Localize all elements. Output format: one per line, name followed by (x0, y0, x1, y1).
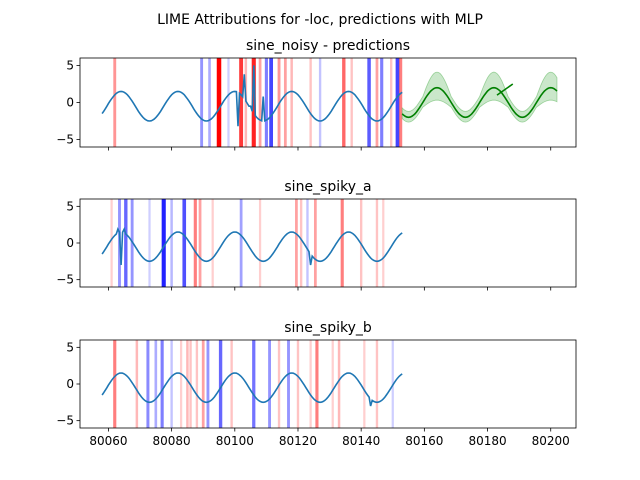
y-tick-label: 5 (66, 58, 74, 72)
attribution-bar (160, 340, 164, 428)
attribution-bar (315, 340, 319, 428)
attribution-bar (395, 58, 400, 147)
attribution-bar (208, 58, 211, 147)
y-tick-label: 0 (66, 377, 74, 391)
plot-area (101, 58, 558, 147)
x-tick-label: 80160 (405, 434, 443, 448)
attribution-bar (182, 199, 187, 287)
x-tick-label: 80200 (532, 434, 570, 448)
plot-area (101, 340, 403, 428)
prediction-line-extra (496, 83, 514, 96)
x-tick-label: 80100 (216, 434, 254, 448)
attribution-bar (201, 340, 205, 428)
panel-title: sine_spiky_a (284, 179, 371, 195)
panel-2: −5 0 5 sine_spiky_a (56, 179, 577, 291)
attribution-bar (331, 340, 334, 428)
attribution-bar (113, 58, 117, 147)
attribution-bar (342, 58, 346, 147)
attribution-bar (380, 58, 384, 147)
attribution-bar (146, 340, 150, 428)
attribution-bar (258, 199, 262, 287)
panel-1: −5 0 5 sine_noisy - predictions (56, 38, 577, 151)
series-line (101, 65, 403, 127)
panel-title: sine_spiky_b (284, 320, 372, 336)
attribution-bar (230, 340, 233, 428)
attribution-bar (239, 199, 243, 287)
attribution-bar (124, 199, 128, 287)
attribution-bar (318, 58, 322, 147)
attribution-bar (399, 58, 403, 147)
attribution-bar (375, 199, 379, 287)
attribution-bar (154, 340, 158, 428)
attribution-bar (161, 199, 166, 287)
x-tick-label: 80140 (342, 434, 380, 448)
y-tick-label: 5 (66, 340, 74, 354)
attribution-bar (313, 199, 317, 287)
y-tick-label: −5 (56, 133, 74, 147)
attribution-bar (258, 58, 262, 147)
attribution-bar (198, 199, 202, 287)
attribution-bar (252, 340, 256, 428)
attribution-bar (135, 340, 139, 428)
attribution-bar (211, 199, 214, 287)
attribution-bar (375, 58, 379, 147)
attribution-bar (200, 58, 204, 147)
axes-frame (79, 339, 577, 429)
attribution-bar (148, 199, 151, 287)
attribution-bar (110, 199, 113, 287)
attribution-bar (287, 340, 290, 428)
prediction-line (401, 86, 558, 119)
attribution-bar (309, 58, 312, 147)
panel-3: −5 0 5 80060 80080 80100 80120 80140 80160 80180 8… (56, 320, 577, 448)
attribution-bar (299, 199, 303, 287)
attribution-bar (337, 340, 341, 428)
y-tick-label: −5 (56, 414, 74, 428)
x-tick-label: 80080 (153, 434, 191, 448)
y-tick-label: 5 (66, 199, 74, 213)
x-tick-label: 80180 (468, 434, 506, 448)
attribution-bar (227, 58, 230, 147)
attribution-bar (179, 340, 183, 428)
attribution-bar (309, 340, 312, 428)
attribution-bar (389, 58, 393, 147)
y-tick-label: 0 (66, 96, 74, 110)
attribution-bar (268, 340, 271, 428)
attribution-bar (216, 58, 222, 147)
attribution-bar (283, 58, 287, 147)
figure-title: LIME Attributions for -loc, predictions … (157, 12, 483, 28)
y-tick-label: −5 (56, 273, 74, 287)
series-line (101, 227, 403, 266)
attribution-bar (170, 340, 173, 428)
attribution-bar (363, 340, 366, 428)
attribution-bar (186, 340, 189, 428)
attribution-bar (290, 58, 293, 147)
attribution-bar (193, 199, 197, 287)
attribution-bar (306, 199, 309, 287)
attribution-bar (375, 340, 379, 428)
attribution-bar (382, 199, 385, 287)
panel-title: sine_noisy - predictions (246, 38, 410, 54)
attribution-bar (269, 58, 274, 147)
plot-area (101, 199, 403, 287)
attribution-bar (239, 58, 244, 147)
attribution-bar (367, 58, 371, 147)
attribution-bar (340, 199, 344, 287)
x-tick-label: 80120 (279, 434, 317, 448)
attribution-bar (264, 58, 268, 147)
prediction-interval (401, 71, 558, 123)
attribution-bar (206, 340, 210, 428)
attribution-bar (113, 340, 117, 428)
attribution-bar (170, 199, 173, 287)
attribution-bar (218, 340, 223, 428)
x-tick-label: 80060 (89, 434, 127, 448)
axes-frame (79, 198, 577, 288)
attribution-bar (251, 58, 256, 147)
series-line (101, 372, 403, 407)
y-tick-label: 0 (66, 236, 74, 250)
attribution-bar (195, 340, 199, 428)
attribution-bar (350, 58, 353, 147)
attribution-bar (295, 199, 298, 287)
attribution-bar (296, 340, 300, 428)
